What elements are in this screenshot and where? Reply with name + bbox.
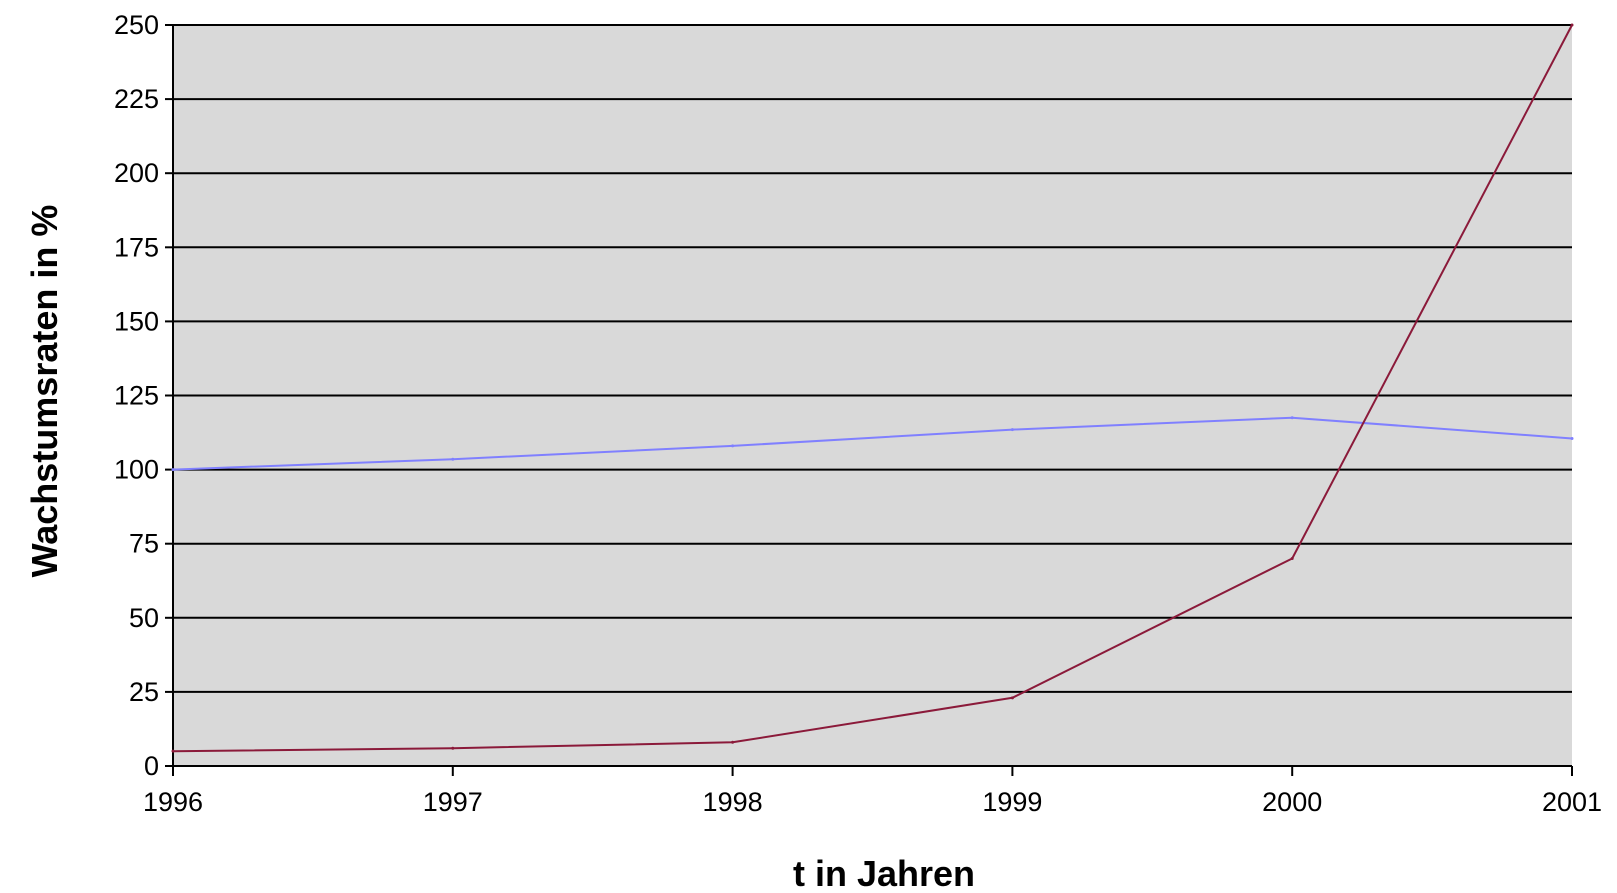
x-tick-label: 2000	[1262, 787, 1322, 817]
data-point	[451, 457, 455, 461]
y-tick-label: 125	[114, 381, 159, 411]
y-axis-ticks: 0 25 50 75 100 125 150 175 200 225 250	[114, 10, 173, 781]
series-line-2	[172, 24, 1573, 753]
x-tick-label: 1999	[982, 787, 1042, 817]
data-point	[1010, 428, 1014, 432]
data-point	[1010, 696, 1014, 700]
x-axis-title: t in Jahren	[793, 853, 975, 893]
data-point	[1570, 23, 1574, 27]
x-tick-label: 2001	[1542, 787, 1602, 817]
series-line-1	[172, 416, 1573, 471]
y-tick-label: 25	[129, 677, 159, 707]
y-tick-label: 200	[114, 158, 159, 188]
y-tick-label: 175	[114, 232, 159, 262]
data-point	[731, 740, 735, 744]
y-tick-label: 150	[114, 306, 159, 336]
y-tick-label: 75	[129, 529, 159, 559]
x-axis-ticks: 1996 1997 1998 1999 2000 2001	[143, 766, 1602, 817]
y-tick-label: 100	[114, 455, 159, 485]
y-axis-title: Wachstumsraten in %	[24, 205, 65, 578]
y-tick-label: 0	[144, 751, 159, 781]
data-point	[171, 749, 175, 753]
data-point	[1290, 557, 1294, 561]
series-lines	[171, 23, 1574, 753]
data-point	[1570, 436, 1574, 440]
x-tick-label: 1998	[703, 787, 763, 817]
gridlines	[173, 24, 1572, 693]
data-point	[1290, 416, 1294, 420]
y-tick-label: 250	[114, 10, 159, 40]
y-tick-label: 225	[114, 84, 159, 114]
data-point	[171, 468, 175, 472]
x-tick-label: 1997	[423, 787, 483, 817]
y-tick-label: 50	[129, 603, 159, 633]
data-point	[731, 444, 735, 448]
data-point	[451, 746, 455, 750]
x-tick-label: 1996	[143, 787, 203, 817]
